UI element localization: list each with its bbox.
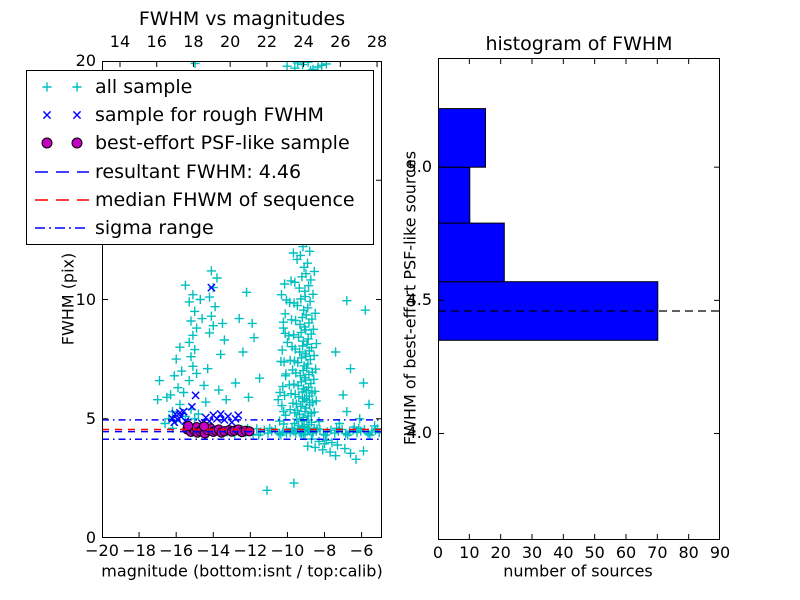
dashed-line-icon (35, 198, 89, 201)
tick-label: 70 (647, 543, 668, 562)
tick-label: −8 (312, 541, 337, 560)
dashed-line-icon (35, 170, 89, 173)
tick-label: 14 (109, 32, 131, 51)
legend-item-label: all sample (95, 76, 193, 99)
tick-label: 0 (85, 528, 96, 547)
tick-label: 4.5 (406, 290, 432, 310)
plus-marker-icon (42, 82, 82, 92)
tick-label: 24 (293, 32, 314, 51)
legend-item-label: median FHWM of sequence (95, 188, 355, 211)
tick-label: −10 (270, 541, 305, 560)
legend-item: median FHWM of sequence (27, 186, 373, 213)
tick-label: 26 (330, 32, 351, 51)
tick-label: 18 (183, 32, 204, 51)
tick-label: 5 (85, 408, 96, 428)
tick-label: 20 (75, 51, 96, 70)
tick-label: 60 (615, 543, 637, 562)
legend-item-label: sample for rough FWHM (95, 104, 324, 127)
legend-item: sigma range (27, 214, 373, 241)
tick-label: 0 (432, 543, 444, 562)
tick-label: −6 (349, 541, 374, 560)
right-plot-title: histogram of FWHM (485, 33, 673, 55)
legend-item: best-effort PSF-like sample (27, 130, 373, 157)
legend-item: resultant FWHM: 4.46 (27, 158, 373, 185)
tick-label: 90 (709, 543, 731, 562)
left-plot-xlabel: magnitude (bottom:isnt / top:calib) (101, 561, 383, 581)
tick-label: −12 (233, 541, 268, 560)
tick-label: 50 (584, 543, 605, 562)
tick-label: −20 (85, 541, 119, 560)
legend-item: sample for rough FWHM (27, 102, 373, 129)
tick-label: 40 (553, 543, 574, 562)
tick-label: 30 (521, 543, 543, 562)
tick-label: 10 (75, 289, 96, 309)
dashdot-line-icon (35, 227, 89, 229)
left-plot-title: FWHM vs magnitudes (138, 8, 346, 30)
right-plot-xlabel: number of sources (503, 561, 653, 581)
tick-label: 20 (490, 543, 511, 562)
legend-item-label: sigma range (95, 216, 214, 239)
scatter-plot (102, 61, 382, 538)
tick-label: 16 (146, 32, 167, 51)
tick-label: −16 (159, 541, 194, 560)
tick-label: 4.0 (406, 423, 432, 443)
left-plot-ylabel: FWHM (pix) (58, 252, 78, 346)
tick-label: 20 (219, 32, 241, 51)
legend-item: all sample (27, 74, 373, 101)
tick-label: 28 (366, 32, 388, 51)
legend: all sample sample for rough FWHM best-ef… (26, 70, 374, 245)
circle-marker-icon (41, 137, 83, 149)
histogram-plot (438, 58, 720, 540)
tick-label: 5.0 (406, 157, 432, 177)
legend-item-label: best-effort PSF-like sample (95, 132, 350, 155)
tick-label: −14 (196, 541, 231, 560)
tick-label: 80 (678, 543, 699, 562)
tick-label: 22 (256, 32, 278, 51)
x-marker-icon (42, 111, 82, 120)
legend-item-label: resultant FWHM: 4.46 (95, 160, 302, 183)
tick-label: −18 (122, 541, 156, 560)
tick-label: 10 (459, 543, 480, 562)
